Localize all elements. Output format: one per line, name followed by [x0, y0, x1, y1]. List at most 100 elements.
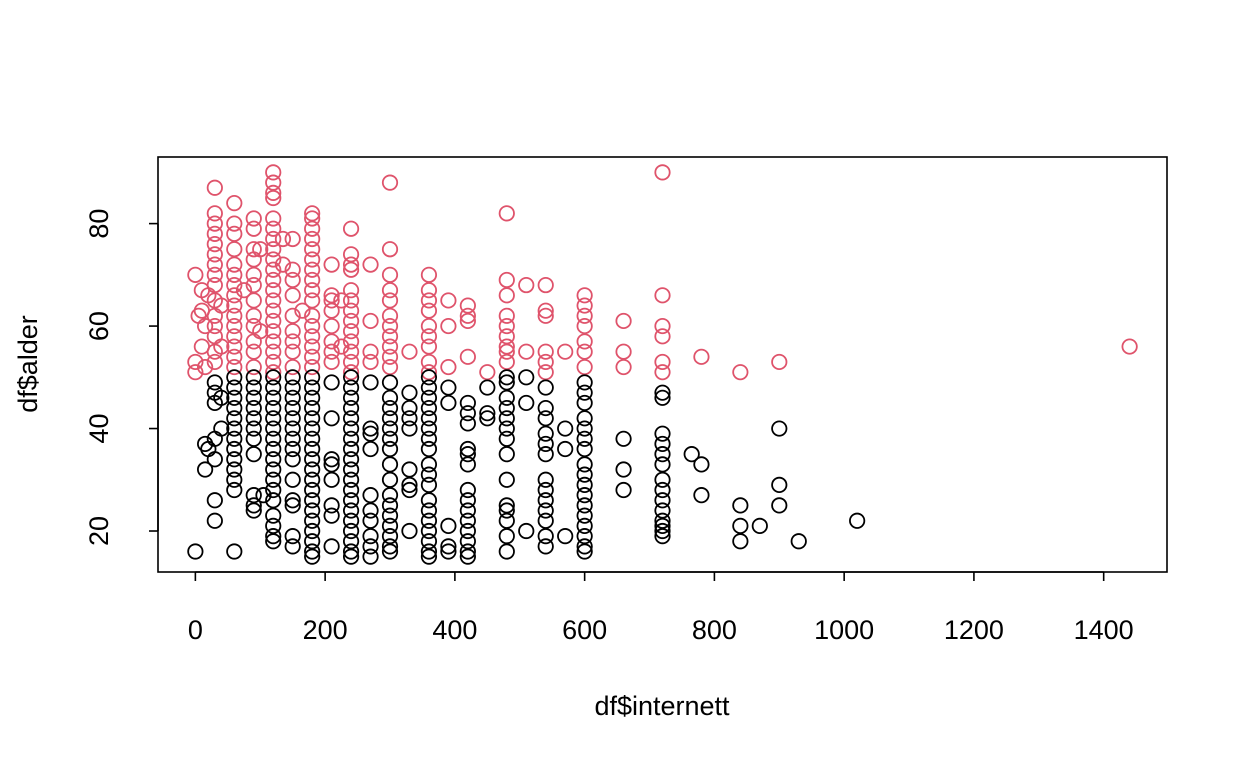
point — [304, 430, 321, 447]
point — [362, 538, 379, 555]
point — [537, 307, 554, 324]
point — [401, 461, 418, 478]
point — [576, 543, 593, 560]
y-tick-label: 60 — [84, 311, 114, 341]
point — [654, 425, 671, 442]
point — [304, 492, 321, 509]
point — [401, 343, 418, 360]
point — [420, 522, 438, 540]
point — [323, 317, 340, 335]
point — [206, 328, 223, 345]
point — [265, 323, 282, 340]
point — [284, 440, 301, 458]
point — [381, 174, 399, 191]
point — [265, 353, 282, 371]
point — [304, 210, 321, 227]
point — [323, 353, 340, 371]
point — [615, 430, 632, 447]
point — [226, 241, 243, 258]
point — [420, 420, 438, 437]
point — [226, 430, 243, 447]
point — [459, 543, 476, 560]
point — [342, 364, 360, 381]
point — [420, 410, 438, 427]
point — [420, 282, 438, 299]
point — [284, 497, 301, 514]
point — [265, 230, 282, 248]
point — [245, 307, 262, 324]
point — [245, 358, 262, 376]
point — [342, 261, 360, 278]
point — [245, 389, 262, 406]
point — [654, 502, 671, 519]
point — [265, 379, 282, 396]
point — [537, 302, 554, 319]
point — [265, 399, 282, 417]
point — [576, 456, 593, 473]
point — [284, 358, 301, 376]
point — [557, 440, 574, 458]
point — [197, 358, 214, 376]
point — [342, 471, 360, 488]
point — [576, 466, 593, 483]
point — [537, 512, 554, 529]
point — [576, 430, 593, 447]
point — [440, 394, 457, 412]
point — [342, 420, 360, 437]
point — [206, 215, 223, 232]
point — [420, 353, 438, 371]
point — [245, 430, 262, 447]
point — [498, 271, 515, 289]
point — [440, 543, 457, 560]
point — [537, 435, 554, 453]
point — [576, 317, 593, 335]
point — [265, 420, 282, 437]
point — [245, 276, 262, 294]
point — [362, 548, 379, 565]
point — [420, 466, 438, 483]
point — [381, 517, 399, 534]
point — [226, 338, 243, 355]
point — [304, 271, 321, 289]
point — [284, 420, 301, 437]
point — [498, 205, 515, 222]
point — [304, 369, 321, 386]
point — [401, 420, 418, 437]
point — [245, 487, 262, 504]
point — [537, 471, 554, 488]
point — [265, 369, 282, 386]
point — [381, 497, 399, 514]
point — [498, 287, 515, 304]
point — [537, 379, 554, 396]
point — [226, 215, 243, 232]
point — [654, 456, 671, 473]
point — [245, 399, 262, 417]
point — [459, 307, 476, 324]
point — [498, 502, 515, 519]
point — [226, 287, 243, 304]
point — [226, 379, 243, 396]
point — [245, 266, 262, 283]
point — [323, 302, 340, 319]
point — [771, 420, 788, 437]
point — [498, 399, 515, 417]
point — [498, 343, 515, 360]
point — [323, 456, 340, 473]
point — [654, 528, 671, 545]
point — [440, 317, 457, 335]
point — [654, 389, 671, 406]
point — [420, 476, 438, 494]
point — [557, 528, 574, 545]
point — [255, 487, 272, 504]
point — [381, 328, 399, 345]
point — [226, 399, 243, 417]
point — [576, 507, 593, 524]
point — [654, 471, 671, 488]
point — [381, 389, 399, 406]
point — [265, 333, 282, 350]
point — [381, 358, 399, 376]
point — [498, 374, 515, 391]
point — [459, 522, 476, 540]
point — [304, 512, 321, 529]
